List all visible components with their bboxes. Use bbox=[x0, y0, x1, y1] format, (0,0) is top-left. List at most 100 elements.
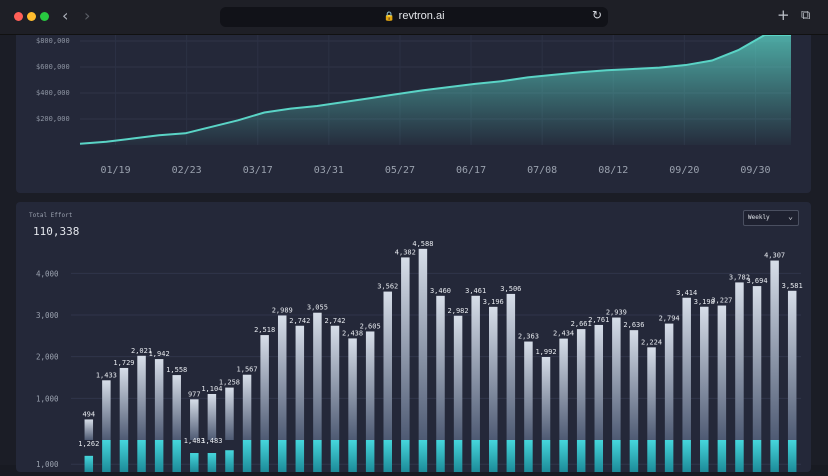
effort-bar bbox=[225, 387, 234, 440]
bar-data-label: 3,198 bbox=[694, 298, 715, 306]
minimize-window-button[interactable] bbox=[27, 12, 36, 21]
back-icon[interactable]: ‹ bbox=[62, 6, 69, 25]
x-tick-label: 09/20 bbox=[669, 165, 699, 176]
effort-bar bbox=[664, 323, 674, 440]
effort-bar bbox=[717, 305, 727, 440]
activity-bar bbox=[172, 440, 181, 472]
effort-bar bbox=[752, 286, 762, 440]
close-window-button[interactable] bbox=[14, 12, 23, 21]
forward-icon[interactable]: › bbox=[84, 6, 91, 25]
activity-bar bbox=[629, 440, 639, 472]
effort-bar bbox=[787, 290, 797, 440]
bar-data-label: 1,262 bbox=[78, 440, 99, 448]
activity-bar bbox=[242, 440, 252, 472]
lock-icon: 🔒 bbox=[383, 11, 395, 21]
bar-data-label: 1,992 bbox=[535, 348, 556, 356]
period-dropdown-value: Weekly bbox=[748, 214, 770, 221]
y-tick-label: $200,000 bbox=[36, 115, 70, 123]
bar-data-label: 3,562 bbox=[377, 283, 398, 291]
x-tick-label: 02/23 bbox=[172, 165, 202, 176]
activity-bar bbox=[647, 440, 656, 472]
bar-data-label: 1,942 bbox=[149, 350, 170, 358]
effort-chart-panel: Total Effort 110,338 Weekly ⌄ 1,000 2,000… bbox=[16, 202, 811, 472]
zoom-window-button[interactable] bbox=[40, 12, 49, 21]
bar-data-label: 1,433 bbox=[96, 371, 117, 379]
bar-data-label: 1,258 bbox=[219, 379, 240, 387]
bar-data-label: 2,518 bbox=[254, 326, 275, 334]
y-tick-label: 4,000 bbox=[36, 269, 59, 278]
effort-bar bbox=[84, 419, 94, 440]
activity-bar bbox=[225, 450, 234, 472]
bar-data-label: 2,742 bbox=[324, 317, 345, 325]
activity-bar bbox=[401, 440, 410, 472]
chart-title: Total Effort bbox=[29, 212, 73, 219]
effort-bar bbox=[102, 380, 111, 440]
activity-bar bbox=[717, 440, 727, 472]
effort-bar bbox=[471, 295, 480, 440]
effort-bar bbox=[647, 347, 656, 440]
bar-data-label: 3,506 bbox=[500, 285, 521, 293]
bar-data-label: 3,694 bbox=[746, 277, 767, 285]
url-text: revtron.ai bbox=[398, 10, 445, 22]
activity-bar bbox=[277, 440, 287, 472]
bar-data-label: 2,939 bbox=[606, 309, 627, 317]
activity-bar bbox=[541, 440, 551, 472]
activity-bar bbox=[330, 440, 340, 472]
bar-data-label: 2,794 bbox=[659, 315, 680, 323]
activity-bar bbox=[700, 440, 709, 472]
activity-bar bbox=[119, 440, 129, 472]
activity-bar bbox=[295, 440, 305, 472]
activity-bar bbox=[471, 440, 480, 472]
bar-data-label: 1,729 bbox=[113, 359, 134, 367]
bar-data-label: 2,761 bbox=[588, 316, 609, 324]
period-dropdown[interactable]: Weekly ⌄ bbox=[743, 210, 799, 226]
activity-bar bbox=[154, 440, 164, 472]
effort-bar bbox=[735, 282, 744, 440]
reload-icon[interactable]: ↻ bbox=[591, 8, 602, 22]
activity-bar bbox=[418, 440, 428, 472]
x-tick-label: 07/08 bbox=[527, 165, 557, 176]
bar-data-label: 1,558 bbox=[166, 366, 187, 374]
address-bar[interactable]: 🔒 revtron.ai ↻ bbox=[220, 7, 608, 27]
bar-data-label: 3,782 bbox=[729, 273, 750, 281]
bar-data-label: 494 bbox=[82, 410, 95, 418]
bar-data-label: 1,104 bbox=[201, 385, 222, 393]
activity-bar bbox=[524, 440, 533, 472]
effort-bar bbox=[418, 248, 428, 440]
area-line bbox=[79, 34, 791, 145]
effort-bar bbox=[594, 324, 604, 440]
bar-data-label: 3,414 bbox=[676, 289, 697, 297]
activity-bar bbox=[559, 440, 568, 472]
revenue-chart-panel: $200,000 $400,000 $600,000 $800,000 01/19 02/… bbox=[16, 34, 811, 193]
effort-bar bbox=[137, 355, 146, 440]
effort-bar bbox=[524, 341, 533, 440]
activity-bar bbox=[735, 440, 744, 472]
revenue-area-chart: $200,000 $400,000 $600,000 $800,000 01/19 02/… bbox=[36, 34, 791, 176]
tab-overview-icon[interactable]: ⧉ bbox=[801, 8, 811, 23]
bar-data-label: 2,363 bbox=[518, 333, 539, 341]
bar-data-label: 2,605 bbox=[360, 322, 381, 330]
effort-bar-chart: 1,0002,0003,0004,0004941,4331,7292,0211,… bbox=[36, 240, 803, 472]
effort-bar bbox=[383, 291, 392, 440]
new-tab-icon[interactable]: + bbox=[777, 6, 790, 24]
activity-bar bbox=[84, 455, 94, 472]
y-tick-label: $400,000 bbox=[36, 89, 70, 97]
x-tick-label: 03/17 bbox=[243, 165, 273, 176]
x-tick-label: 03/31 bbox=[314, 165, 344, 176]
effort-bar bbox=[436, 295, 445, 440]
effort-bar bbox=[154, 359, 164, 440]
effort-bar bbox=[629, 330, 639, 440]
y-tick-label: $800,000 bbox=[36, 37, 70, 45]
y-tick-label: $600,000 bbox=[36, 63, 70, 71]
effort-bar bbox=[313, 312, 322, 440]
bar-data-label: 2,982 bbox=[448, 307, 469, 315]
activity-bar bbox=[313, 440, 322, 472]
effort-bar bbox=[682, 297, 691, 440]
effort-bar bbox=[612, 317, 621, 440]
bar-data-label: 3,196 bbox=[483, 298, 504, 306]
bar-data-label: 3,460 bbox=[430, 287, 451, 295]
bar-data-label: 2,224 bbox=[641, 338, 662, 346]
bar-data-label: 4,382 bbox=[395, 248, 416, 256]
effort-bar bbox=[242, 374, 252, 440]
bar-data-label: 3,461 bbox=[465, 287, 486, 295]
